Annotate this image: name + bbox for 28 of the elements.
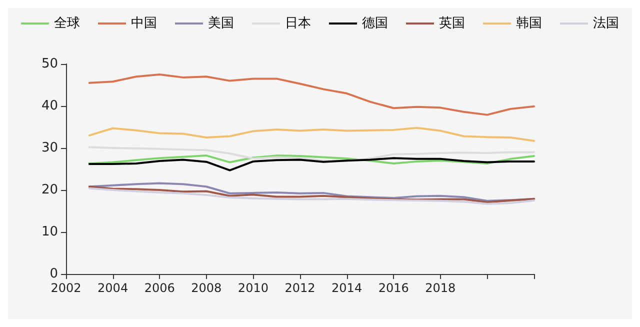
legend-label: 德国 — [362, 16, 388, 31]
x-tick-label: 2018 — [425, 281, 456, 295]
x-tick-label: 2010 — [238, 281, 268, 295]
line-series — [88, 154, 535, 165]
x-tick-label: 2004 — [98, 281, 128, 295]
x-tick-label: 2006 — [144, 281, 175, 295]
legend-label: 韩国 — [516, 16, 542, 31]
y-tick-label: 40 — [41, 98, 58, 114]
x-tick-label: 2014 — [332, 281, 362, 295]
legend-label: 日本 — [285, 16, 311, 31]
legend-label: 全球 — [54, 16, 80, 31]
line-series — [88, 146, 535, 162]
x-tick-label: 2008 — [191, 281, 222, 295]
x-tick-label: 2012 — [284, 281, 316, 295]
legend-label: 英国 — [439, 16, 465, 31]
line-series — [88, 157, 535, 172]
y-tick-label: 20 — [41, 182, 58, 198]
y-tick-label: 50 — [41, 56, 58, 72]
legend-label: 美国 — [208, 15, 234, 31]
x-tick-label: 2016 — [378, 281, 409, 295]
line-series — [88, 74, 535, 116]
line-series — [88, 126, 535, 142]
y-tick-label: 10 — [41, 224, 58, 240]
y-tick-label: 0 — [50, 266, 58, 282]
x-tick-label: 2002 — [50, 281, 82, 295]
legend-label: 法国 — [593, 16, 619, 31]
legend-label: 中国 — [131, 16, 157, 31]
y-tick-label: 30 — [41, 140, 58, 156]
